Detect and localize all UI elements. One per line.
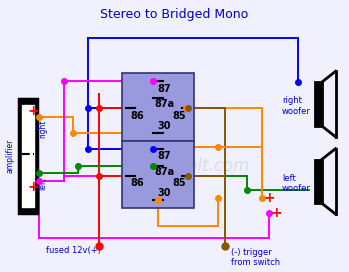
Text: 85: 85	[172, 111, 186, 121]
Text: 85: 85	[172, 178, 186, 188]
Text: right: right	[39, 120, 48, 138]
Text: 87a: 87a	[154, 99, 174, 109]
Text: left: left	[39, 177, 48, 190]
Text: Stereo to Bridged Mono: Stereo to Bridged Mono	[100, 8, 248, 21]
Text: +: +	[28, 104, 39, 118]
Text: the12volt.com: the12volt.com	[130, 157, 250, 175]
Text: +: +	[28, 180, 39, 194]
Bar	[122, 73, 194, 141]
Text: left
woofer: left woofer	[282, 174, 311, 193]
Text: 30: 30	[157, 121, 171, 131]
Bar	[122, 141, 194, 208]
Text: 87: 87	[157, 84, 171, 94]
Text: 86: 86	[131, 178, 144, 188]
Text: amplifier: amplifier	[5, 138, 14, 173]
Text: +: +	[263, 191, 275, 205]
Text: right
woofer: right woofer	[282, 96, 311, 116]
Bar	[22, 105, 34, 207]
Bar	[315, 160, 322, 203]
Text: fused 12v(+): fused 12v(+)	[46, 246, 101, 255]
Text: +: +	[270, 206, 282, 220]
Bar	[20, 99, 37, 213]
Text: 30: 30	[157, 188, 171, 198]
Text: 86: 86	[131, 111, 144, 121]
Text: 87: 87	[157, 151, 171, 161]
Text: 87a: 87a	[154, 167, 174, 177]
Bar	[315, 82, 322, 126]
Text: (-) trigger
from switch: (-) trigger from switch	[231, 248, 281, 267]
